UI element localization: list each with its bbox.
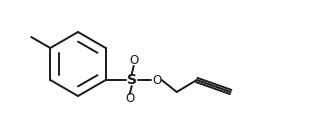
Text: S: S (127, 73, 137, 87)
Text: O: O (125, 93, 134, 105)
Text: O: O (152, 73, 161, 87)
Text: O: O (129, 55, 138, 67)
